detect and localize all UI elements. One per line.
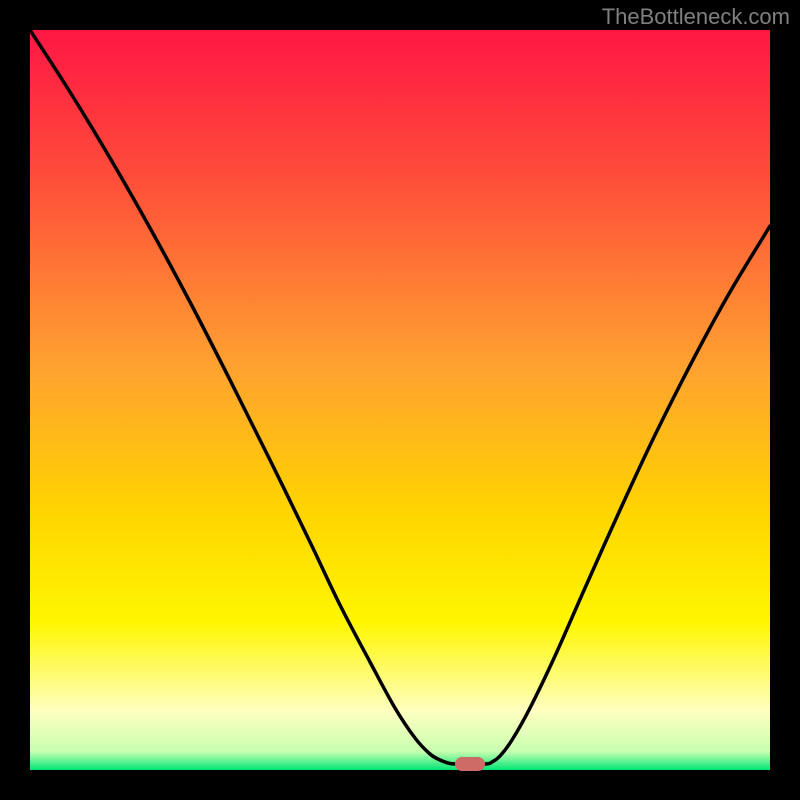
chart-svg (30, 30, 770, 770)
plot-area (30, 30, 770, 770)
optimal-marker (455, 757, 485, 771)
bottleneck-curve (30, 30, 770, 764)
watermark-text: TheBottleneck.com (602, 4, 790, 30)
